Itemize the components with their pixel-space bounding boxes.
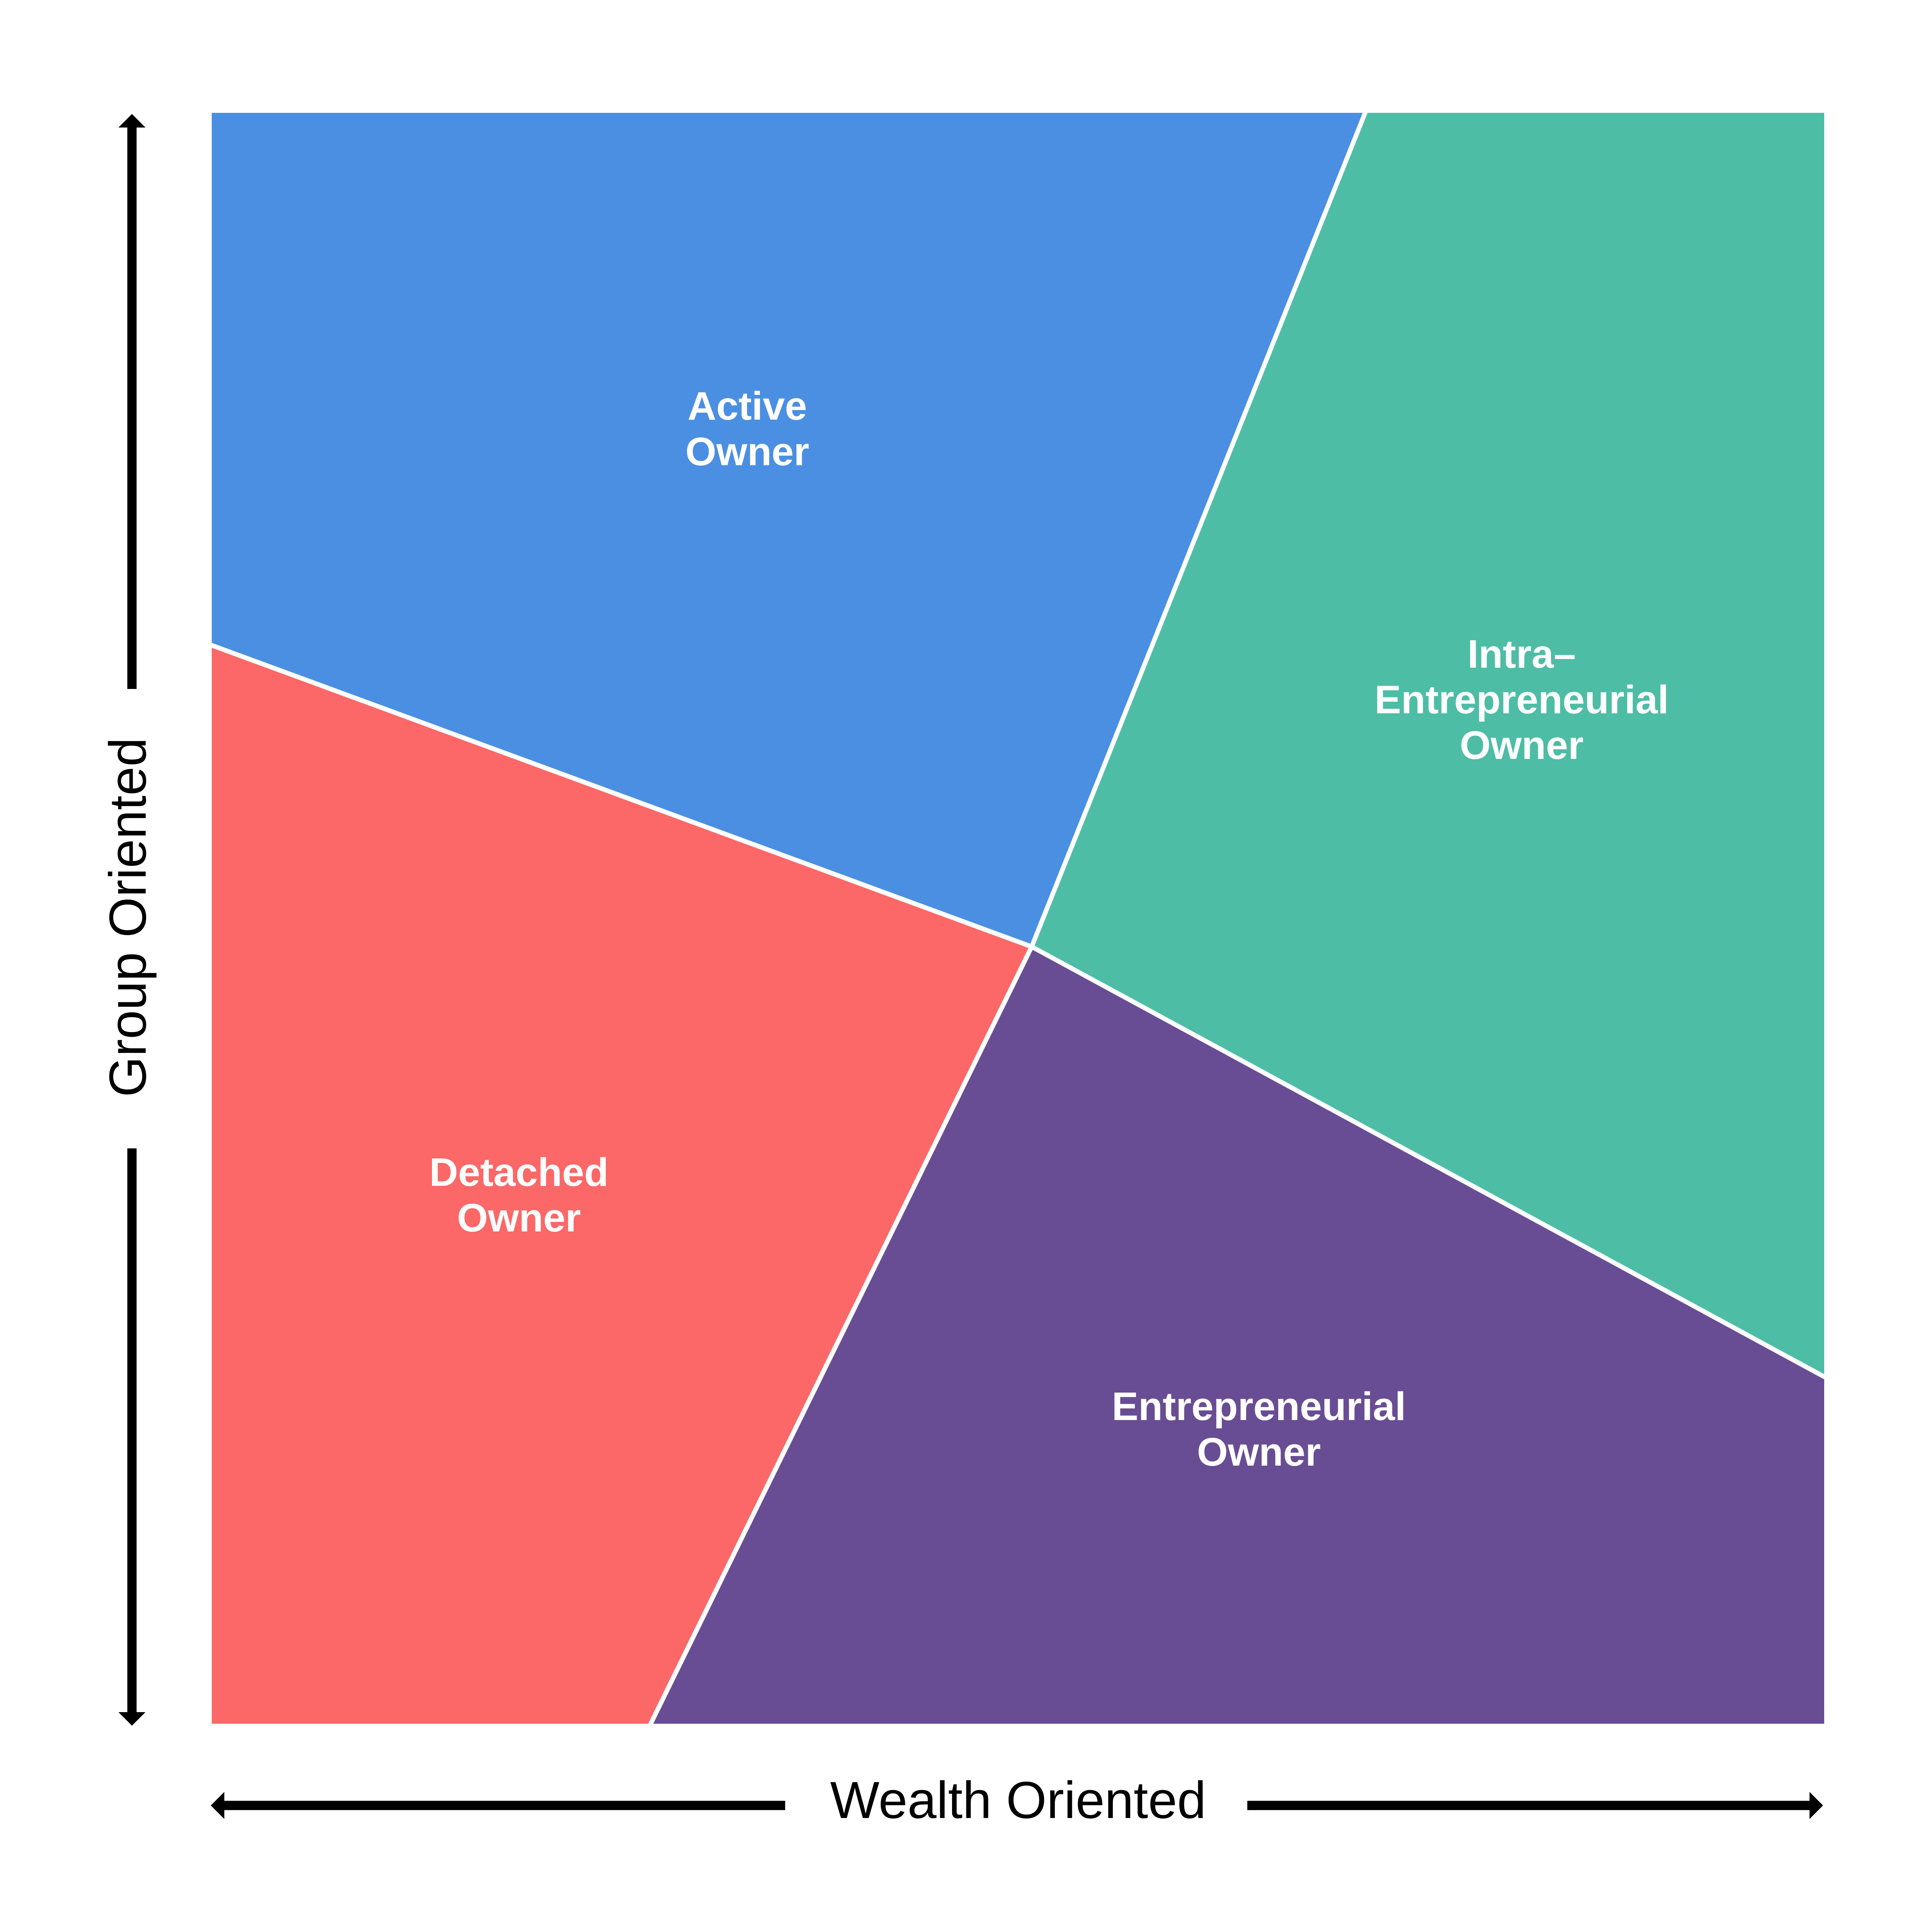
svg-text:Owner: Owner (457, 1196, 581, 1240)
svg-text:Entrepreneurial: Entrepreneurial (1374, 677, 1668, 722)
svg-text:Owner: Owner (1197, 1430, 1321, 1474)
svg-text:Group Oriented: Group Oriented (99, 738, 157, 1097)
svg-text:Owner: Owner (1460, 723, 1584, 767)
svg-text:Entrepreneurial: Entrepreneurial (1112, 1384, 1406, 1429)
svg-text:Detached: Detached (429, 1150, 609, 1194)
svg-text:Active: Active (687, 384, 807, 428)
svg-text:Owner: Owner (685, 429, 810, 474)
svg-text:Intra–: Intra– (1468, 632, 1576, 676)
svg-text:Wealth Oriented: Wealth Oriented (830, 1771, 1206, 1829)
